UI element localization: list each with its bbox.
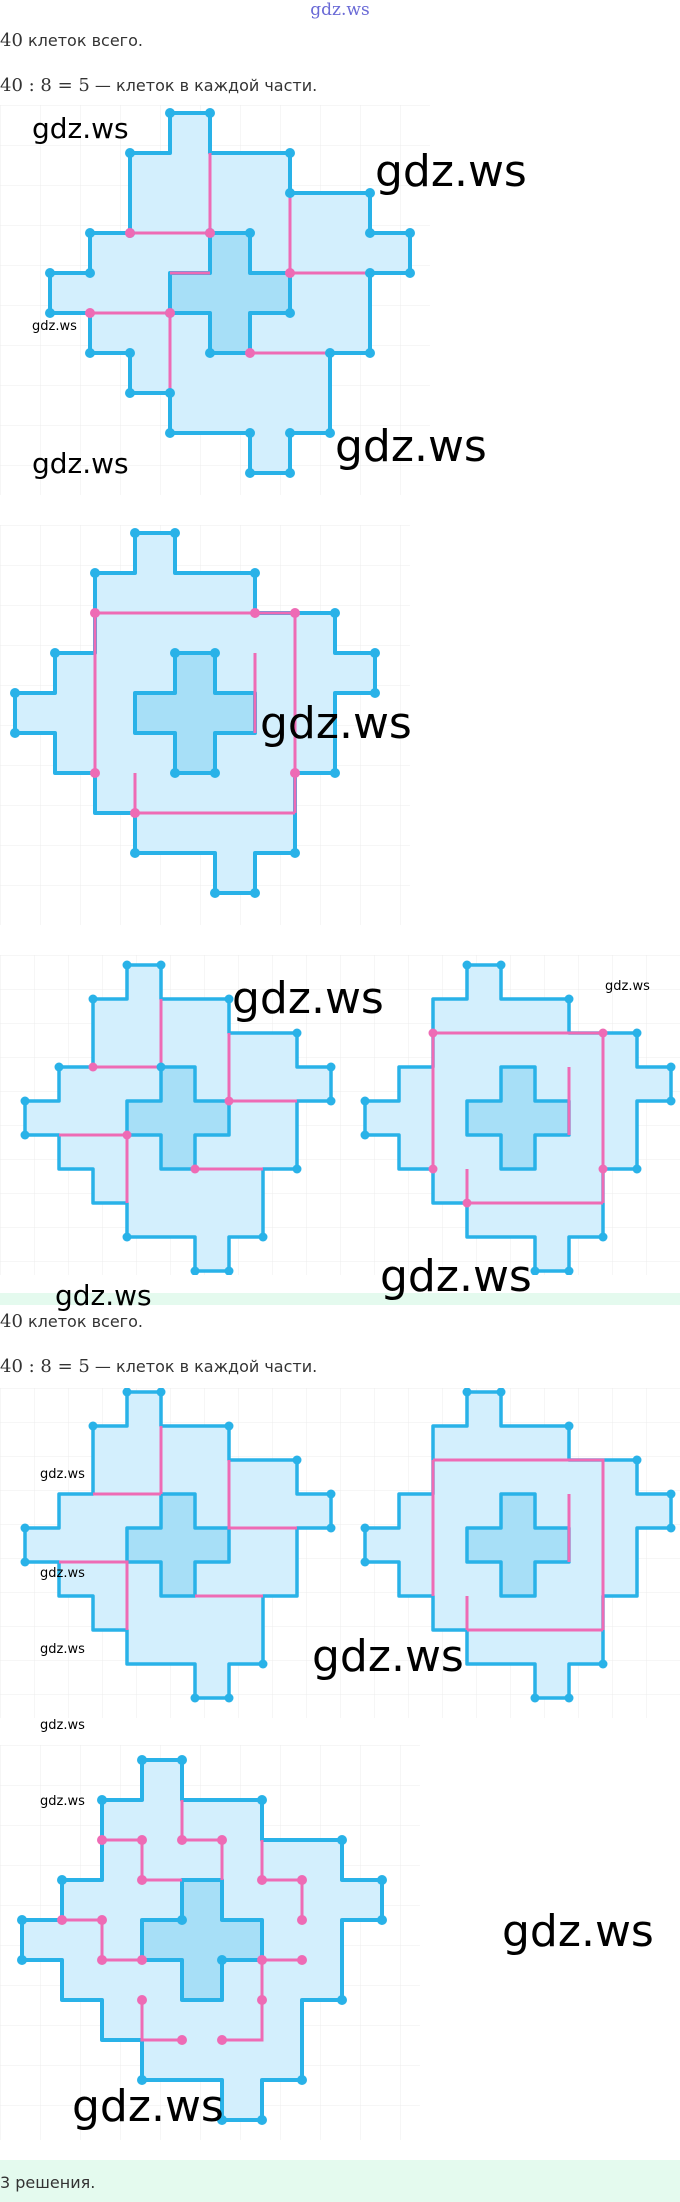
- watermark: gdz.ws: [72, 2081, 224, 2132]
- division-line-2: 40 : 8 = 5 — клеток в каждой части.: [0, 1356, 317, 1378]
- center-cross: [140, 1878, 264, 2002]
- cut-dots: [90, 608, 300, 818]
- watermark: gdz.ws: [40, 1642, 85, 1657]
- total-cells-text-2: клеток всего.: [22, 1312, 143, 1331]
- division-line: 40 : 8 = 5 — клеток в каждой части.: [0, 75, 317, 97]
- result-line: 3 решения.: [0, 2172, 95, 2194]
- watermark: gdz.ws: [502, 1906, 654, 1957]
- cut-dots: [57, 1835, 307, 2045]
- figure-1-svg: [0, 105, 430, 495]
- variant-right: [360, 960, 676, 1275]
- watermark: gdz.ws: [312, 1631, 464, 1682]
- variant-right-2: [360, 1388, 676, 1703]
- result-band: [0, 2160, 680, 2202]
- watermark: gdz.ws: [55, 1279, 152, 1312]
- figure-4-svg: [0, 1388, 680, 1718]
- section-divider: [0, 1293, 680, 1305]
- total-cells-number: 40: [0, 30, 23, 51]
- vertex-dots: [10, 528, 380, 898]
- figure-3-svg: [0, 955, 680, 1275]
- watermark: gdz.ws: [40, 1718, 85, 1733]
- watermark: gdz.ws: [32, 112, 129, 145]
- watermark: gdz.ws: [40, 1566, 85, 1581]
- division-text-2: — клеток в каждой части.: [89, 1357, 318, 1376]
- division-text: — клеток в каждой части.: [89, 76, 318, 95]
- cut-lines: [90, 153, 370, 393]
- figure-5-svg: [0, 1745, 420, 2140]
- watermark: gdz.ws: [32, 447, 129, 480]
- total-cells-line-2: 40 клеток всего.: [0, 1311, 143, 1333]
- site-header: gdz.ws: [0, 0, 680, 22]
- vertex-dots: [45, 108, 415, 478]
- figure-1: [0, 105, 430, 495]
- watermark: gdz.ws: [375, 146, 527, 197]
- variant-left-2: [20, 1388, 336, 1703]
- watermark: gdz.ws: [40, 1467, 85, 1482]
- figure-2-svg: [0, 525, 410, 925]
- watermark: gdz.ws: [32, 319, 77, 334]
- figure-2: [0, 525, 410, 925]
- watermark: gdz.ws: [380, 1251, 532, 1302]
- figure-4: [0, 1388, 680, 1718]
- watermark: gdz.ws: [335, 421, 487, 472]
- watermark: gdz.ws: [260, 698, 412, 749]
- total-cells-line: 40 клеток всего.: [0, 30, 143, 52]
- division-expression-2: 40 : 8 = 5: [0, 1356, 90, 1377]
- watermark: gdz.ws: [605, 979, 650, 994]
- result-text: 3 решения.: [0, 2173, 96, 2192]
- total-cells-number-2: 40: [0, 1311, 23, 1332]
- cut-dots: [85, 228, 295, 358]
- division-expression: 40 : 8 = 5: [0, 75, 90, 96]
- variant-left: [20, 960, 336, 1275]
- figure-3: [0, 955, 680, 1275]
- figure-5: [0, 1745, 420, 2140]
- total-cells-text: клеток всего.: [22, 31, 143, 50]
- vertex-dots: [17, 1755, 387, 2125]
- site-title[interactable]: gdz.ws: [310, 0, 370, 20]
- watermark: gdz.ws: [40, 1794, 85, 1809]
- watermark: gdz.ws: [232, 973, 384, 1024]
